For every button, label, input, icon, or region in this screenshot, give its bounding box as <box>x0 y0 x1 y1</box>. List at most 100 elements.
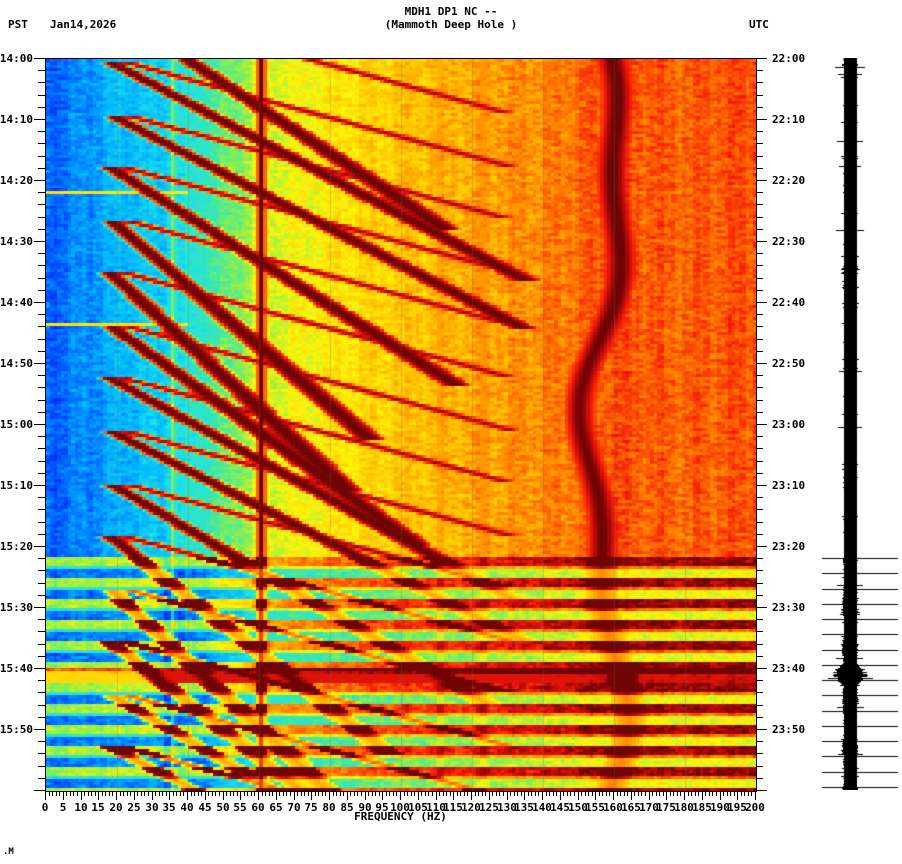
freq-tick-minor <box>723 791 724 796</box>
time-tick-minor <box>38 192 45 193</box>
time-tick-minor <box>756 741 763 742</box>
freq-tick-minor <box>606 791 607 796</box>
freq-tick-minor <box>407 791 408 796</box>
time-tick-minor <box>756 168 763 169</box>
freq-tick-minor <box>609 791 610 796</box>
time-tick-minor <box>38 107 45 108</box>
freq-tick-major <box>595 791 596 800</box>
freq-label: 110 <box>426 801 446 814</box>
freq-tick-minor <box>482 791 483 796</box>
freq-tick-minor <box>567 791 568 796</box>
freq-tick-minor <box>361 791 362 796</box>
freq-tick-minor <box>677 791 678 796</box>
freq-tick-minor <box>638 791 639 796</box>
freq-tick-minor <box>219 791 220 796</box>
time-tick-minor <box>38 448 45 449</box>
time-tick-minor <box>756 204 763 205</box>
time-tick-minor <box>38 326 45 327</box>
time-tick-minor <box>756 534 763 535</box>
freq-tick-minor <box>570 791 571 796</box>
freq-label: 5 <box>59 801 67 814</box>
time-label-pst: 15:10 <box>0 479 33 492</box>
freq-tick-minor <box>301 791 302 796</box>
freq-tick-major <box>63 791 64 800</box>
freq-tick-minor <box>492 791 493 796</box>
freq-tick-major <box>666 791 667 800</box>
freq-tick-minor <box>336 791 337 796</box>
freq-tick-minor <box>144 791 145 796</box>
freq-tick-minor <box>141 791 142 796</box>
freq-tick-minor <box>531 791 532 796</box>
time-tick-major <box>756 119 767 120</box>
time-tick-major <box>34 424 45 425</box>
freq-label: 125 <box>479 801 499 814</box>
time-label-utc: 23:40 <box>772 662 806 675</box>
spectrogram-plot[interactable] <box>45 58 757 792</box>
freq-tick-major <box>436 791 437 800</box>
freq-tick-major <box>45 791 46 800</box>
freq-tick-minor <box>499 791 500 796</box>
time-label-utc: 22:40 <box>772 296 806 309</box>
freq-tick-minor <box>230 791 231 796</box>
freq-tick-major <box>737 791 738 800</box>
freq-tick-minor <box>634 791 635 796</box>
time-tick-minor <box>38 412 45 413</box>
freq-tick-major <box>382 791 383 800</box>
time-tick-minor <box>38 253 45 254</box>
time-tick-major <box>756 485 767 486</box>
freq-label: 160 <box>603 801 623 814</box>
freq-label: 100 <box>390 801 410 814</box>
freq-tick-major <box>524 791 525 800</box>
freq-tick-minor <box>514 791 515 796</box>
freq-tick-major <box>684 791 685 800</box>
time-tick-minor <box>38 314 45 315</box>
freq-tick-minor <box>741 791 742 796</box>
time-tick-minor <box>38 387 45 388</box>
freq-tick-major <box>134 791 135 800</box>
freq-tick-minor <box>709 791 710 796</box>
time-tick-major <box>756 607 767 608</box>
freq-tick-minor <box>393 791 394 796</box>
freq-tick-minor <box>283 791 284 796</box>
freq-tick-major <box>116 791 117 800</box>
seismogram-panel[interactable] <box>820 58 902 790</box>
freq-label: 80 <box>322 801 336 814</box>
time-tick-minor <box>38 595 45 596</box>
freq-label: 20 <box>109 801 123 814</box>
freq-tick-minor <box>546 791 547 796</box>
freq-tick-minor <box>318 791 319 796</box>
freq-label: 185 <box>692 801 712 814</box>
time-label-pst: 15:40 <box>0 662 33 675</box>
freq-tick-minor <box>333 791 334 796</box>
freq-tick-minor <box>308 791 309 796</box>
freq-tick-minor <box>652 791 653 796</box>
freq-tick-minor <box>617 791 618 796</box>
spectrogram-image <box>46 59 756 791</box>
freq-tick-minor <box>670 791 671 796</box>
time-tick-major <box>34 790 45 791</box>
freq-tick-major <box>702 791 703 800</box>
freq-tick-minor <box>467 791 468 796</box>
time-tick-minor <box>38 265 45 266</box>
freq-label: 70 <box>287 801 301 814</box>
freq-tick-minor <box>191 791 192 796</box>
time-tick-minor <box>38 375 45 376</box>
freq-tick-minor <box>127 791 128 796</box>
time-tick-minor <box>38 778 45 779</box>
freq-tick-minor <box>269 791 270 796</box>
freq-tick-minor <box>70 791 71 796</box>
freq-tick-major <box>329 791 330 800</box>
freq-label: 150 <box>568 801 588 814</box>
freq-tick-minor <box>588 791 589 796</box>
time-tick-minor <box>756 766 763 767</box>
freq-tick-minor <box>581 791 582 796</box>
freq-tick-minor <box>290 791 291 796</box>
time-label-utc: 23:20 <box>772 540 806 553</box>
freq-tick-minor <box>77 791 78 796</box>
freq-tick-major <box>169 791 170 800</box>
time-tick-major <box>756 58 767 59</box>
freq-tick-minor <box>592 791 593 796</box>
time-tick-major <box>756 546 767 547</box>
time-tick-minor <box>38 753 45 754</box>
